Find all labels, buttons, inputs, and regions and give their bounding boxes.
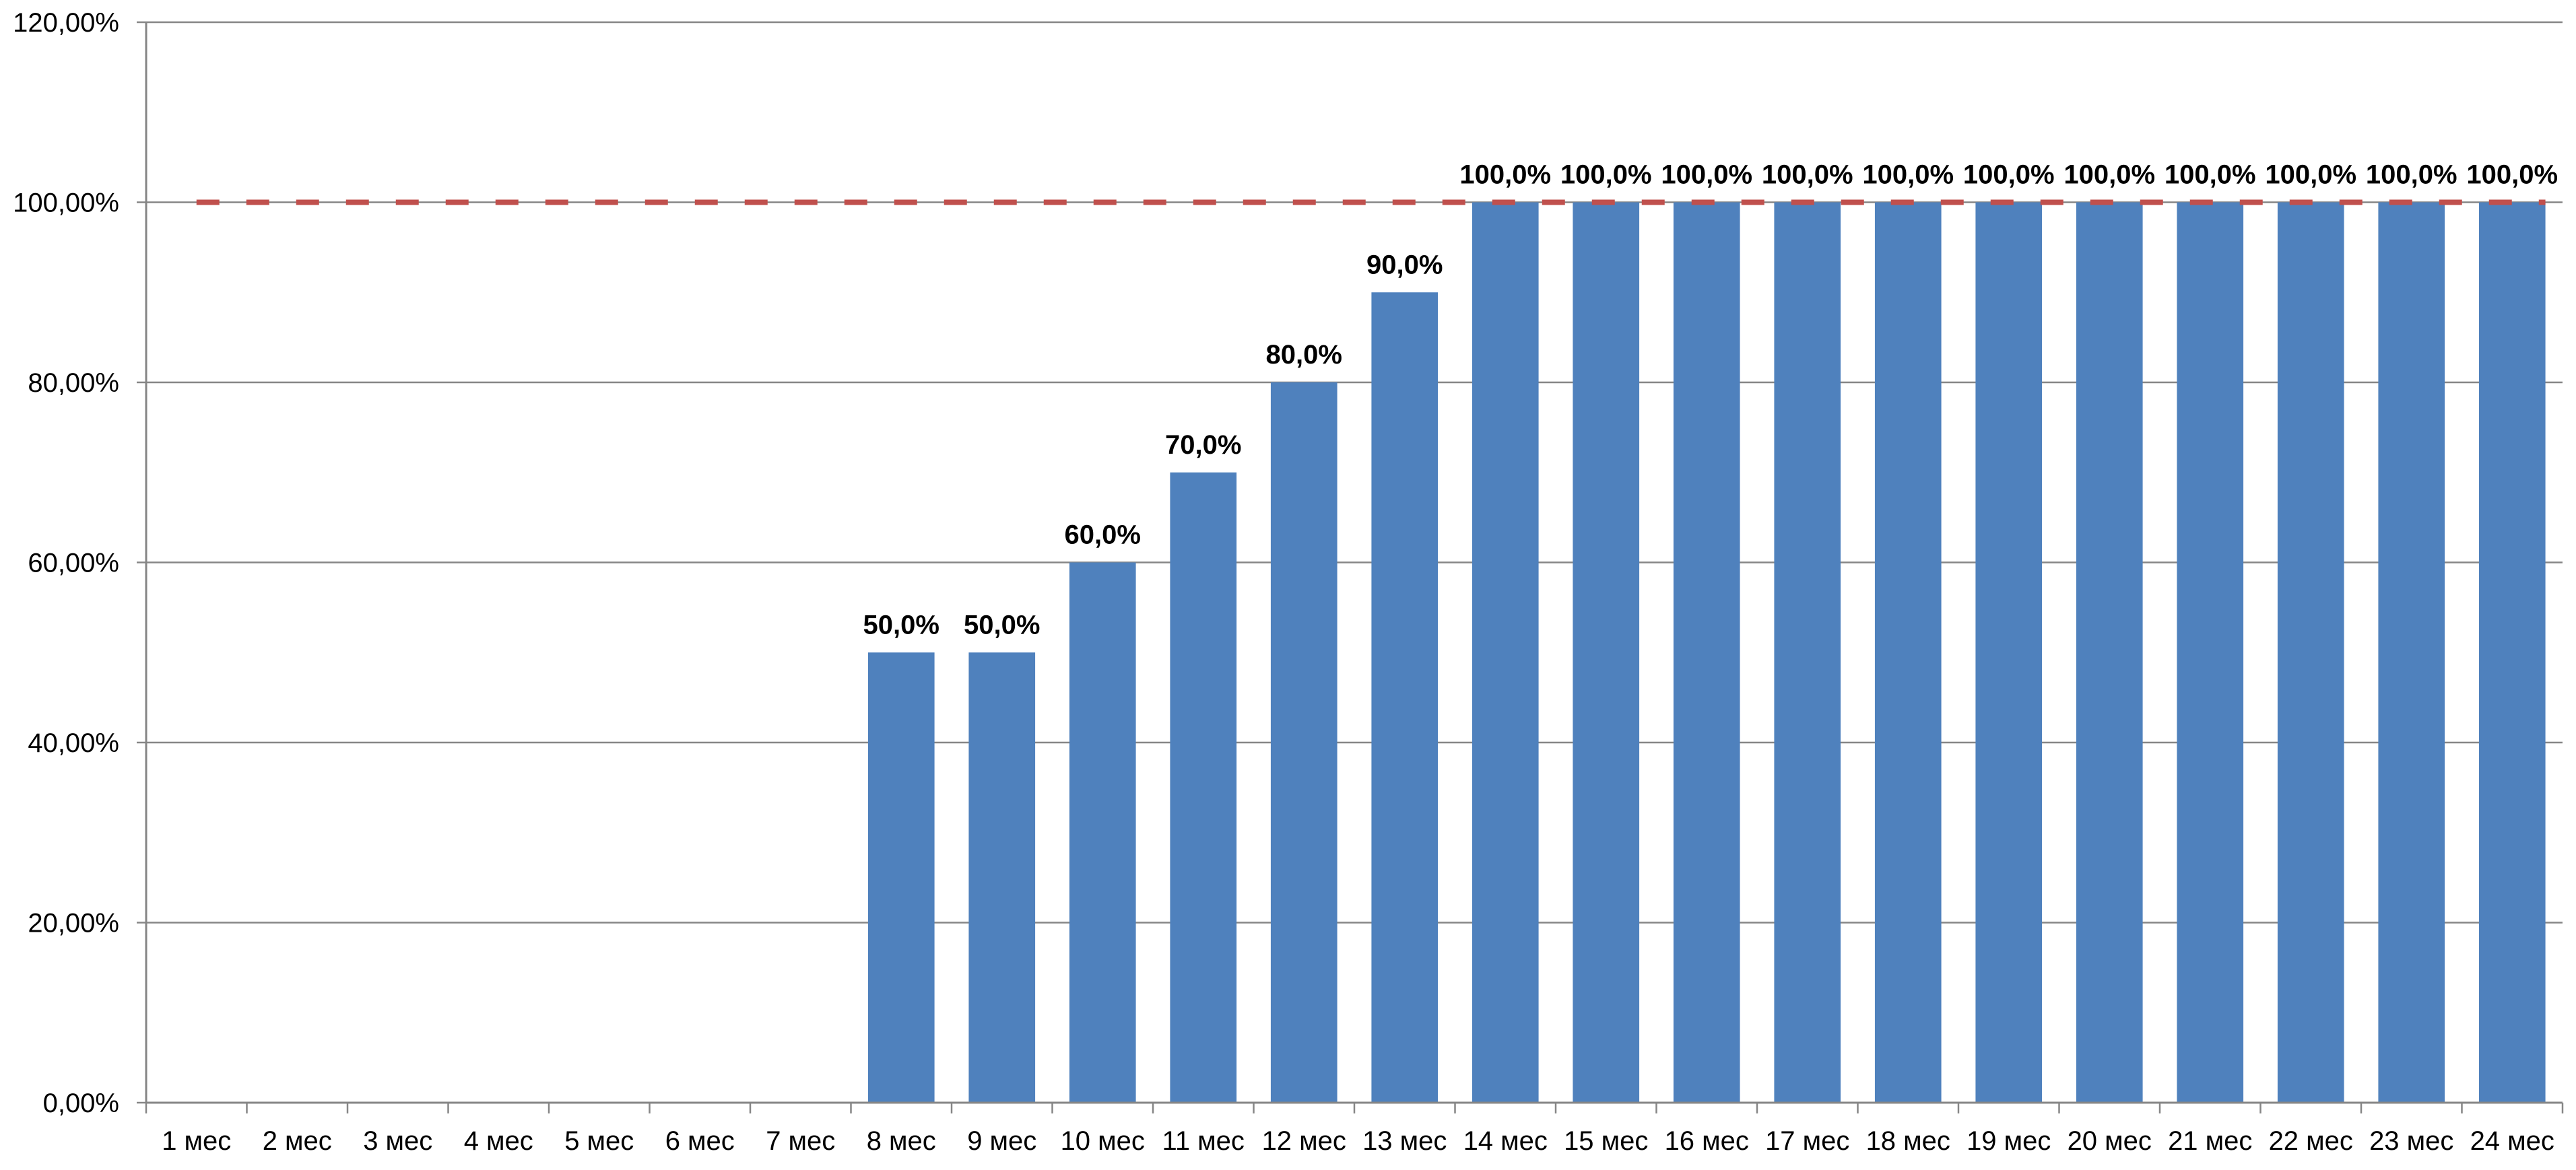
x-tick-label: 19 мес: [1967, 1126, 2051, 1156]
x-tick-label: 6 мес: [665, 1126, 735, 1156]
x-tick-label: 3 мес: [363, 1126, 432, 1156]
y-tick-label: 100,00%: [13, 188, 119, 218]
data-label: 50,0%: [964, 610, 1040, 640]
data-label: 80,0%: [1266, 340, 1342, 370]
bar: [1673, 202, 1740, 1103]
x-tick-label: 15 мес: [1564, 1126, 1648, 1156]
bar: [2076, 202, 2143, 1103]
x-tick-label: 13 мес: [1362, 1126, 1447, 1156]
bar: [2177, 202, 2244, 1103]
bar: [968, 652, 1036, 1103]
bars: [867, 202, 2546, 1103]
axes: [137, 21, 2564, 1113]
data-label: 70,0%: [1165, 430, 1241, 460]
x-tick-label: 9 мес: [967, 1126, 1036, 1156]
x-tick-label: 20 мес: [2068, 1126, 2152, 1156]
bar: [1170, 472, 1237, 1103]
data-label: 100,0%: [2466, 160, 2558, 190]
data-label: 60,0%: [1065, 520, 1141, 550]
x-tick-label: 24 мес: [2470, 1126, 2554, 1156]
bar: [1371, 292, 1439, 1103]
x-tick-label: 1 мес: [162, 1126, 231, 1156]
data-label: 100,0%: [1459, 160, 1551, 190]
x-tick-label: 10 мес: [1061, 1126, 1145, 1156]
x-tick-label: 8 мес: [867, 1126, 936, 1156]
data-label: 100,0%: [1862, 160, 1954, 190]
x-tick-label: 23 мес: [2369, 1126, 2453, 1156]
bar: [1774, 202, 1841, 1103]
bar: [1975, 202, 2043, 1103]
bar: [1472, 202, 1539, 1103]
y-tick-label: 80,00%: [28, 368, 119, 398]
x-tick-label: 5 мес: [564, 1126, 634, 1156]
x-tick-label: 2 мес: [263, 1126, 332, 1156]
data-label: 100,0%: [1560, 160, 1652, 190]
x-tick-label: 11 мес: [1162, 1126, 1245, 1156]
bar: [1874, 202, 1942, 1103]
x-tick-label: 4 мес: [464, 1126, 533, 1156]
x-tick-label: 18 мес: [1866, 1126, 1950, 1156]
data-label: 100,0%: [2265, 160, 2356, 190]
bar: [2277, 202, 2344, 1103]
bar: [867, 652, 935, 1103]
data-label: 100,0%: [1963, 160, 2055, 190]
x-tick-label: 14 мес: [1463, 1126, 1548, 1156]
x-tick-label: 17 мес: [1765, 1126, 1849, 1156]
x-tick-label: 7 мес: [766, 1126, 835, 1156]
x-tick-label: 16 мес: [1665, 1126, 1749, 1156]
data-label: 100,0%: [1762, 160, 1853, 190]
data-label: 100,0%: [2165, 160, 2256, 190]
x-tick-label: 22 мес: [2269, 1126, 2353, 1156]
data-label: 100,0%: [2366, 160, 2457, 190]
bar: [2378, 202, 2445, 1103]
bar: [1069, 562, 1136, 1103]
x-tick-label: 12 мес: [1262, 1126, 1346, 1156]
y-tick-label: 60,00%: [28, 549, 119, 578]
data-label: 100,0%: [1661, 160, 1752, 190]
bar: [1270, 382, 1337, 1103]
y-tick-label: 0,00%: [43, 1089, 119, 1118]
y-tick-label: 20,00%: [28, 909, 119, 938]
labels: 0,00% 20,00% 40,00% 60,00% 80,00% 100,00% 120,…: [13, 8, 2558, 1156]
bar: [2478, 202, 2546, 1103]
data-label: 50,0%: [863, 610, 939, 640]
y-tick-label: 120,00%: [13, 8, 119, 38]
data-label: 90,0%: [1366, 250, 1443, 279]
x-tick-label: 21 мес: [2168, 1126, 2252, 1156]
y-tick-label: 40,00%: [28, 728, 119, 758]
data-label: 100,0%: [2063, 160, 2155, 190]
bar: [1573, 202, 1640, 1103]
